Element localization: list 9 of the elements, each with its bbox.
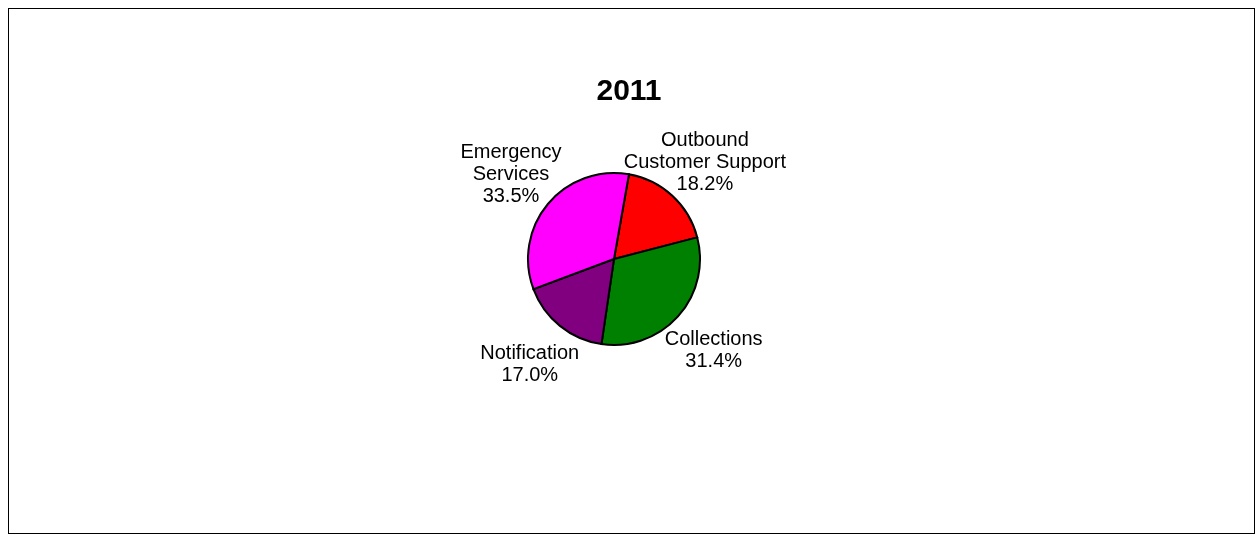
data-label: 17.0% bbox=[501, 363, 559, 386]
data-label: 31.4% bbox=[685, 348, 743, 371]
slice-label: Notification bbox=[480, 341, 580, 364]
slice-label: Emergency Services bbox=[460, 140, 562, 185]
slice-label: Outbound Customer Support bbox=[623, 127, 787, 172]
slice-label: Collections bbox=[664, 326, 763, 349]
chart-title: 2011 bbox=[596, 72, 662, 106]
data-label: 33.5% bbox=[482, 184, 540, 207]
data-label: 18.2% bbox=[676, 171, 734, 194]
